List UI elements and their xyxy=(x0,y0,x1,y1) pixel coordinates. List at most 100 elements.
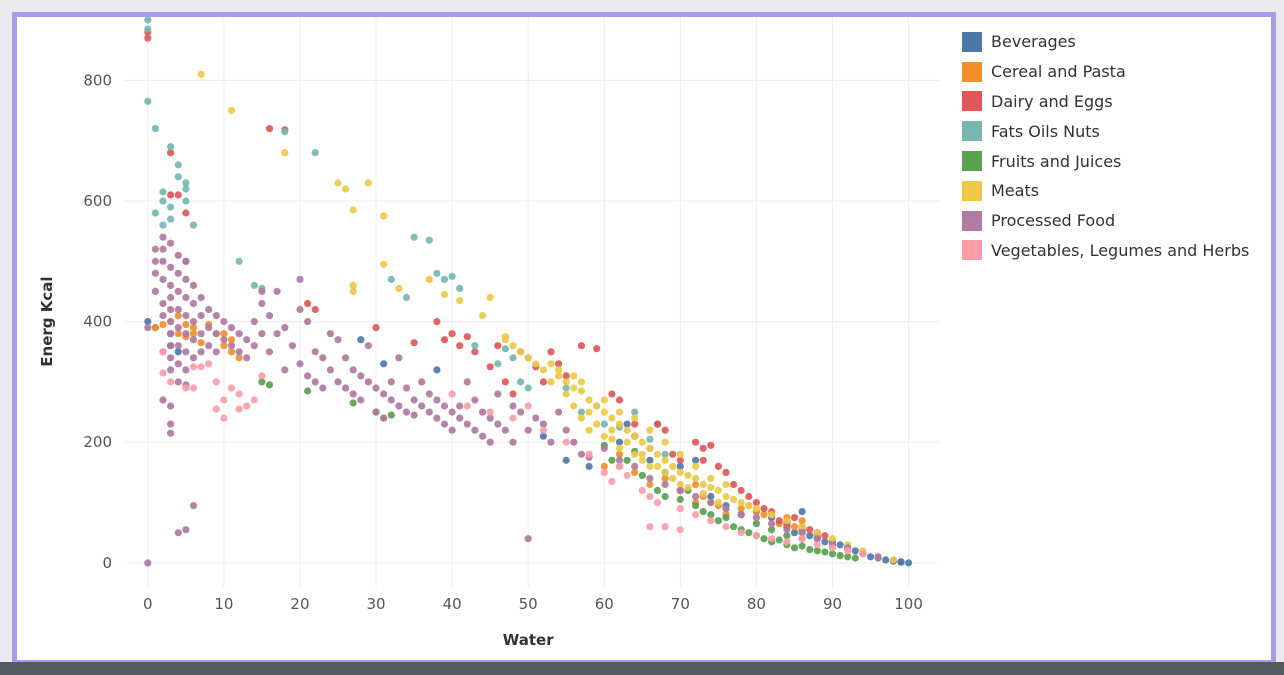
data-point xyxy=(684,471,692,479)
data-point xyxy=(167,318,175,326)
data-point xyxy=(851,547,859,555)
data-point xyxy=(745,492,753,501)
data-point xyxy=(380,360,388,368)
data-point xyxy=(669,450,677,458)
data-point xyxy=(494,420,502,428)
data-point xyxy=(349,287,357,295)
data-point xyxy=(676,505,684,513)
data-point xyxy=(555,366,563,374)
legend-label: Meats xyxy=(991,181,1040,201)
data-point xyxy=(440,275,449,283)
data-point xyxy=(258,372,266,380)
data-point xyxy=(342,384,350,392)
data-point xyxy=(684,483,692,492)
data-point xyxy=(250,281,258,289)
data-point xyxy=(159,369,167,377)
data-point xyxy=(661,456,669,464)
data-point xyxy=(326,366,334,374)
legend: Beverages Cereal and Pasta Dairy and Eggs F… xyxy=(962,27,1262,265)
data-point xyxy=(821,548,829,556)
data-point xyxy=(402,293,411,302)
data-point xyxy=(714,486,723,495)
data-point xyxy=(646,492,654,501)
data-point xyxy=(494,360,502,368)
data-point xyxy=(646,444,654,452)
data-point xyxy=(304,299,312,308)
data-point xyxy=(326,330,334,338)
data-point xyxy=(159,257,167,265)
data-point xyxy=(167,429,175,437)
data-point xyxy=(463,402,471,410)
data-point xyxy=(197,348,205,356)
data-point xyxy=(144,559,152,567)
data-point xyxy=(722,505,730,513)
data-point xyxy=(471,426,479,434)
data-point xyxy=(174,330,182,338)
data-point xyxy=(638,450,646,458)
data-point xyxy=(745,502,753,510)
data-point xyxy=(395,284,403,292)
data-point xyxy=(699,489,707,498)
data-point xyxy=(448,272,456,280)
legend-item[interactable]: Meats xyxy=(962,176,1262,206)
data-point xyxy=(205,342,213,350)
x-tick-label: 80 xyxy=(747,595,766,613)
data-point xyxy=(486,408,494,416)
data-points xyxy=(144,17,913,567)
data-point xyxy=(608,426,616,434)
data-point xyxy=(699,508,707,516)
data-point xyxy=(182,197,190,205)
data-point xyxy=(585,408,593,416)
data-point xyxy=(646,462,654,470)
data-point xyxy=(828,544,837,552)
data-point xyxy=(197,339,205,347)
data-point xyxy=(722,523,730,531)
data-point xyxy=(227,106,236,115)
data-point xyxy=(372,324,380,332)
data-point xyxy=(418,402,426,410)
data-point xyxy=(372,408,380,416)
legend-item[interactable]: Dairy and Eggs xyxy=(962,87,1262,117)
data-point xyxy=(661,480,669,489)
legend-item[interactable]: Cereal and Pasta xyxy=(962,57,1262,87)
data-point xyxy=(151,125,159,133)
data-point xyxy=(646,456,654,464)
data-point xyxy=(281,324,289,332)
x-tick-label: 0 xyxy=(143,595,153,613)
legend-swatch xyxy=(962,91,982,112)
data-point xyxy=(722,468,730,476)
legend-item[interactable]: Vegetables, Legumes and Herbs xyxy=(962,236,1262,266)
data-point xyxy=(159,396,167,404)
data-point xyxy=(151,245,159,253)
legend-label: Fruits and Juices xyxy=(991,151,1122,171)
data-point xyxy=(707,511,715,519)
data-point xyxy=(676,480,684,489)
data-point xyxy=(646,474,654,482)
data-point xyxy=(570,402,578,410)
legend-item[interactable]: Processed Food xyxy=(962,206,1262,236)
data-point xyxy=(189,221,198,229)
data-point xyxy=(562,372,570,380)
data-point xyxy=(265,381,274,389)
legend-item[interactable]: Beverages xyxy=(962,27,1262,57)
data-point xyxy=(509,342,517,350)
data-point xyxy=(433,396,441,404)
data-point xyxy=(547,360,555,368)
data-point xyxy=(737,529,745,537)
data-point xyxy=(189,336,198,344)
data-point xyxy=(692,462,700,470)
x-axis-title: Water xyxy=(503,631,554,649)
data-point xyxy=(661,450,669,458)
legend-swatch xyxy=(962,240,982,261)
data-point xyxy=(798,535,806,543)
data-point xyxy=(182,384,190,392)
data-point xyxy=(212,378,220,386)
data-point xyxy=(501,345,509,353)
data-point xyxy=(813,541,821,549)
data-point xyxy=(646,480,654,489)
data-point xyxy=(517,348,525,356)
data-point xyxy=(653,450,662,458)
legend-item[interactable]: Fats Oils Nuts xyxy=(962,116,1262,146)
legend-item[interactable]: Fruits and Juices xyxy=(962,146,1262,176)
x-tick-label: 50 xyxy=(519,595,538,613)
